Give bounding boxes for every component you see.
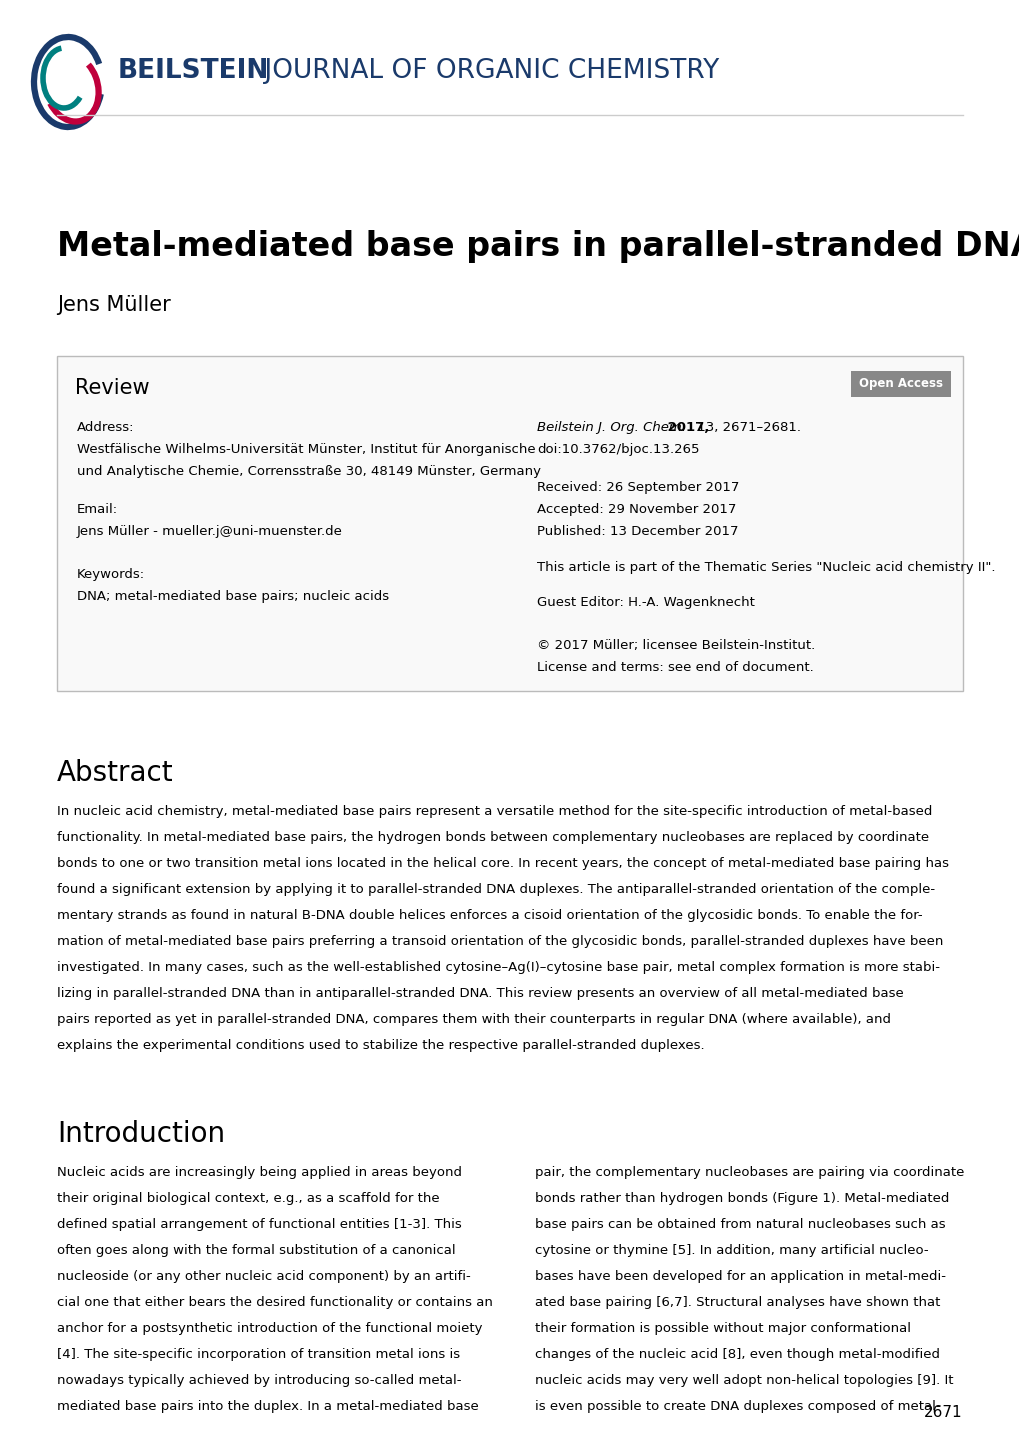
Text: Nucleic acids are increasingly being applied in areas beyond: Nucleic acids are increasingly being app… xyxy=(57,1166,462,1179)
Text: mation of metal-mediated base pairs preferring a transoid orientation of the gly: mation of metal-mediated base pairs pref… xyxy=(57,935,943,948)
Text: Abstract: Abstract xyxy=(57,759,173,786)
Text: 2017,: 2017, xyxy=(662,421,708,434)
Text: Address:: Address: xyxy=(76,421,135,434)
Text: investigated. In many cases, such as the well-established cytosine–Ag(I)–cytosin: investigated. In many cases, such as the… xyxy=(57,961,940,974)
Text: Email:: Email: xyxy=(76,504,118,517)
Text: Published: 13 December 2017: Published: 13 December 2017 xyxy=(536,525,738,538)
Text: Jens Müller - mueller.j@uni-muenster.de: Jens Müller - mueller.j@uni-muenster.de xyxy=(76,525,342,538)
Text: explains the experimental conditions used to stabilize the respective parallel-s: explains the experimental conditions use… xyxy=(57,1039,704,1052)
Text: Received: 26 September 2017: Received: 26 September 2017 xyxy=(536,481,739,494)
Text: 13, 2671–2681.: 13, 2671–2681. xyxy=(692,421,800,434)
Text: BEILSTEIN: BEILSTEIN xyxy=(118,58,269,84)
Text: Accepted: 29 November 2017: Accepted: 29 November 2017 xyxy=(536,504,736,517)
Bar xyxy=(850,371,950,397)
Text: Westfälische Wilhelms-Universität Münster, Institut für Anorganische: Westfälische Wilhelms-Universität Münste… xyxy=(76,443,535,456)
Text: their original biological context, e.g., as a scaffold for the: their original biological context, e.g.,… xyxy=(57,1192,439,1205)
Text: ated base pairing [6,7]. Structural analyses have shown that: ated base pairing [6,7]. Structural anal… xyxy=(535,1296,940,1309)
Text: bonds to one or two transition metal ions located in the helical core. In recent: bonds to one or two transition metal ion… xyxy=(57,857,948,870)
Text: DNA; metal-mediated base pairs; nucleic acids: DNA; metal-mediated base pairs; nucleic … xyxy=(76,590,388,603)
Text: Keywords:: Keywords: xyxy=(76,569,145,582)
Text: pair, the complementary nucleobases are pairing via coordinate: pair, the complementary nucleobases are … xyxy=(535,1166,963,1179)
Text: nowadays typically achieved by introducing so-called metal-: nowadays typically achieved by introduci… xyxy=(57,1374,461,1387)
Text: their formation is possible without major conformational: their formation is possible without majo… xyxy=(535,1322,910,1335)
Text: changes of the nucleic acid [8], even though metal-modified: changes of the nucleic acid [8], even th… xyxy=(535,1348,940,1361)
Text: Metal-mediated base pairs in parallel-stranded DNA: Metal-mediated base pairs in parallel-st… xyxy=(57,229,1019,263)
Text: functionality. In metal-mediated base pairs, the hydrogen bonds between compleme: functionality. In metal-mediated base pa… xyxy=(57,831,928,844)
Text: nucleic acids may very well adopt non-helical topologies [9]. It: nucleic acids may very well adopt non-he… xyxy=(535,1374,953,1387)
Text: [4]. The site-specific incorporation of transition metal ions is: [4]. The site-specific incorporation of … xyxy=(57,1348,460,1361)
Text: Guest Editor: H.-A. Wagenknecht: Guest Editor: H.-A. Wagenknecht xyxy=(536,596,754,609)
Text: anchor for a postsynthetic introduction of the functional moiety: anchor for a postsynthetic introduction … xyxy=(57,1322,482,1335)
Text: cytosine or thymine [5]. In addition, many artificial nucleo-: cytosine or thymine [5]. In addition, ma… xyxy=(535,1244,927,1257)
Text: lizing in parallel-stranded DNA than in antiparallel-stranded DNA. This review p: lizing in parallel-stranded DNA than in … xyxy=(57,987,903,1000)
Bar xyxy=(57,356,962,691)
Text: © 2017 Müller; licensee Beilstein-Institut.: © 2017 Müller; licensee Beilstein-Instit… xyxy=(536,639,814,652)
Text: Jens Müller: Jens Müller xyxy=(57,294,170,315)
Text: base pairs can be obtained from natural nucleobases such as: base pairs can be obtained from natural … xyxy=(535,1218,945,1231)
Text: In nucleic acid chemistry, metal-mediated base pairs represent a versatile metho: In nucleic acid chemistry, metal-mediate… xyxy=(57,805,931,818)
Text: often goes along with the formal substitution of a canonical: often goes along with the formal substit… xyxy=(57,1244,455,1257)
Text: pairs reported as yet in parallel-stranded DNA, compares them with their counter: pairs reported as yet in parallel-strand… xyxy=(57,1013,891,1026)
Text: doi:10.3762/bjoc.13.265: doi:10.3762/bjoc.13.265 xyxy=(536,443,699,456)
Text: bonds rather than hydrogen bonds (Figure 1). Metal-mediated: bonds rather than hydrogen bonds (Figure… xyxy=(535,1192,949,1205)
Text: This article is part of the Thematic Series "Nucleic acid chemistry II".: This article is part of the Thematic Ser… xyxy=(536,561,995,574)
Text: bases have been developed for an application in metal-medi-: bases have been developed for an applica… xyxy=(535,1270,945,1283)
Text: defined spatial arrangement of functional entities [1-3]. This: defined spatial arrangement of functiona… xyxy=(57,1218,462,1231)
Text: cial one that either bears the desired functionality or contains an: cial one that either bears the desired f… xyxy=(57,1296,492,1309)
Text: found a significant extension by applying it to parallel-stranded DNA duplexes. : found a significant extension by applyin… xyxy=(57,883,934,896)
Text: Open Access: Open Access xyxy=(858,378,943,391)
Text: mentary strands as found in natural B-DNA double helices enforces a cisoid orien: mentary strands as found in natural B-DN… xyxy=(57,909,922,922)
Text: JOURNAL OF ORGANIC CHEMISTRY: JOURNAL OF ORGANIC CHEMISTRY xyxy=(256,58,718,84)
Text: nucleoside (or any other nucleic acid component) by an artifi-: nucleoside (or any other nucleic acid co… xyxy=(57,1270,471,1283)
Text: und Analytische Chemie, Corrensstraße 30, 48149 Münster, Germany: und Analytische Chemie, Corrensstraße 30… xyxy=(76,465,540,478)
Text: Beilstein J. Org. Chem.: Beilstein J. Org. Chem. xyxy=(536,421,686,434)
Text: 2671: 2671 xyxy=(923,1405,962,1420)
Text: is even possible to create DNA duplexes composed of metal-: is even possible to create DNA duplexes … xyxy=(535,1400,940,1413)
Text: Review: Review xyxy=(75,378,150,398)
Text: mediated base pairs into the duplex. In a metal-mediated base: mediated base pairs into the duplex. In … xyxy=(57,1400,478,1413)
Text: Introduction: Introduction xyxy=(57,1120,225,1149)
Text: License and terms: see end of document.: License and terms: see end of document. xyxy=(536,661,813,674)
